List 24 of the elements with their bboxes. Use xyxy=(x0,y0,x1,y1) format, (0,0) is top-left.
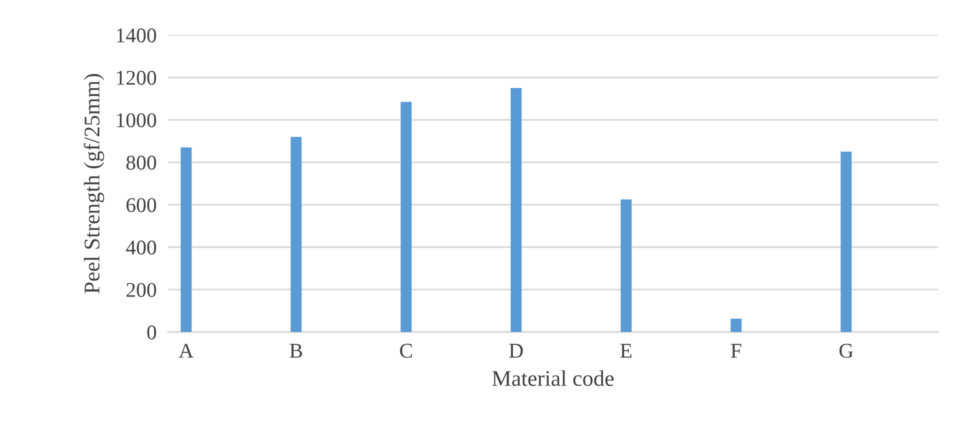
x-tick-label: D xyxy=(509,344,523,358)
y-axis-title: Peel Strength (gf/25mm) xyxy=(84,74,104,294)
x-tick-label: E xyxy=(620,344,632,358)
bar xyxy=(180,147,192,332)
x-axis-title: Material code xyxy=(492,370,614,386)
bar xyxy=(290,136,302,332)
x-tick-label: C xyxy=(400,344,412,358)
y-tick-label: 200 xyxy=(126,282,156,298)
y-tick-label: 1000 xyxy=(117,113,156,128)
x-tick-label: A xyxy=(178,344,194,358)
y-tick-label: 800 xyxy=(126,156,156,170)
x-tick-label: G xyxy=(839,344,854,358)
y-tick-label: 600 xyxy=(126,198,156,212)
y-tick-label: 1200 xyxy=(117,70,156,85)
y-tick-label: 0 xyxy=(147,325,156,340)
y-tick-label: 1400 xyxy=(117,28,156,42)
bar xyxy=(840,152,852,332)
x-tick-label: F xyxy=(730,344,742,358)
bar xyxy=(730,318,742,332)
x-tick-label: B xyxy=(290,344,302,358)
bar xyxy=(620,199,632,332)
bar xyxy=(510,88,522,332)
y-tick-label: 400 xyxy=(126,240,156,255)
bar xyxy=(400,102,412,332)
